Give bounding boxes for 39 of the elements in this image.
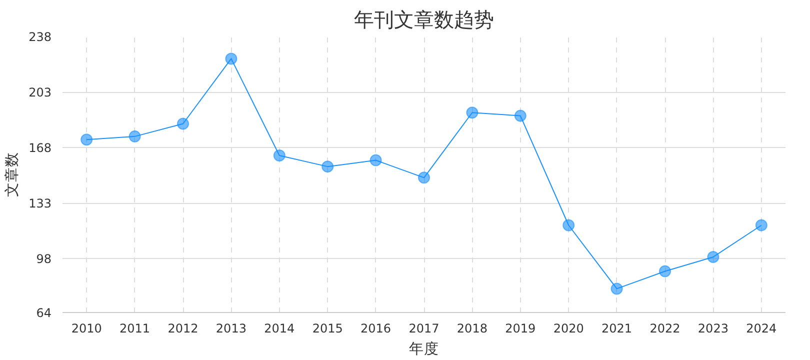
point <box>128 130 141 142</box>
point <box>177 118 189 130</box>
x-tick-label: 2021 <box>602 322 632 336</box>
x-axis-title: 年度 <box>409 340 439 358</box>
point <box>659 265 671 278</box>
chart-title: 年刊文章数趋势 <box>354 8 494 32</box>
y-tick-label: 64 <box>36 306 52 320</box>
x-tick-label: 2010 <box>71 322 102 336</box>
x-tick-label: 2022 <box>650 322 680 336</box>
point <box>273 149 286 162</box>
x-tick-label: 2023 <box>698 322 728 336</box>
y-axis-title: 文章数 <box>4 152 21 197</box>
point <box>80 134 93 146</box>
point <box>755 219 768 232</box>
point <box>466 106 478 119</box>
x-tick-label: 2015 <box>312 322 343 336</box>
point <box>322 160 334 173</box>
x-tick-label: 2018 <box>456 322 488 336</box>
x-tick-label: 2017 <box>408 322 440 336</box>
y-tick-label: 133 <box>28 196 52 211</box>
x-tick-label: 2020 <box>553 322 584 336</box>
x-tick-label: 2013 <box>216 322 246 336</box>
x-tick-label: 2016 <box>360 322 392 336</box>
x-tick-label: 2014 <box>264 322 295 336</box>
point <box>562 219 575 232</box>
point <box>707 250 720 263</box>
x-tick-label: 2019 <box>505 322 536 336</box>
point <box>610 282 623 295</box>
x-tick-label: 2024 <box>746 322 777 336</box>
point <box>418 172 430 184</box>
point <box>370 154 382 166</box>
x-tick-label: 2011 <box>120 322 150 336</box>
point <box>514 110 526 122</box>
point <box>225 52 238 65</box>
y-tick-label: 98 <box>36 252 52 266</box>
x-tick-label: 2012 <box>168 322 198 336</box>
y-tick-label: 168 <box>28 141 52 156</box>
y-tick-label: 203 <box>28 86 52 100</box>
y-tick-label: 238 <box>28 30 52 44</box>
